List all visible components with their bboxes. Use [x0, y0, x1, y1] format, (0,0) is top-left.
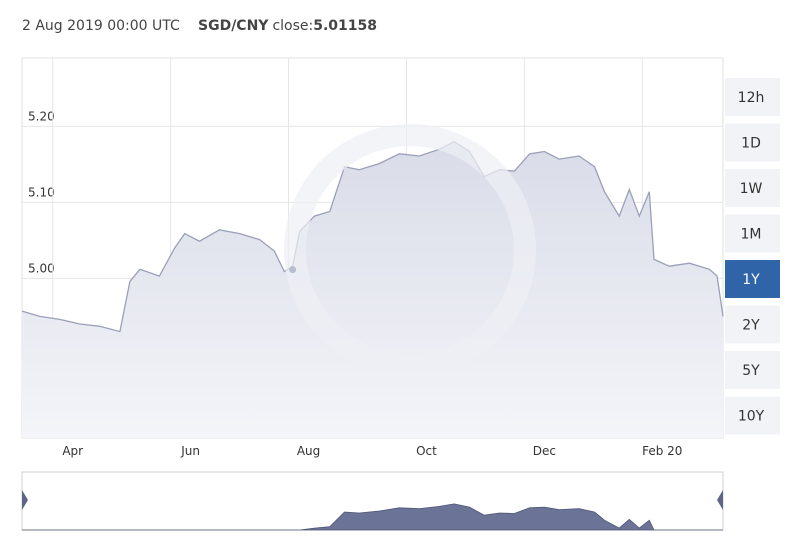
x-tick-label: Oct [416, 444, 437, 458]
button-bg [725, 396, 780, 435]
area [22, 141, 723, 438]
button-label: 2Y [742, 318, 760, 334]
button-bg [725, 305, 780, 344]
range-button[interactable]: 1W [725, 169, 780, 207]
button-bg [725, 123, 780, 162]
range-button[interactable]: 12h [725, 78, 780, 116]
button-label: 1Y [742, 272, 760, 288]
pair: SGD/CNY [198, 18, 269, 34]
range-button[interactable]: 10Y [725, 396, 780, 435]
y-tick-label: 5.20 [28, 109, 55, 123]
button-label: 5Y [742, 363, 760, 379]
x-tick-label: Apr [62, 444, 83, 458]
close-label: close: [272, 18, 313, 34]
range-button[interactable]: 2Y [725, 305, 780, 344]
header-pair: SGD/CNY close:5.01158 [198, 18, 377, 34]
range-button[interactable]: 1M [725, 214, 780, 253]
range-button[interactable]: 1D [725, 123, 780, 162]
line [21, 140, 724, 333]
button-bg [725, 78, 780, 116]
button-label: 10Y [738, 409, 765, 425]
button-label: 1D [741, 136, 761, 152]
y-tick-label: 5.00 [28, 261, 55, 275]
close-value: 5.01158 [313, 18, 377, 34]
x-tick-label: Feb 20 [642, 444, 682, 458]
button-bg [725, 351, 780, 389]
range-button[interactable]: 5Y [725, 351, 780, 389]
x-tick-label: Aug [297, 444, 320, 458]
range-button[interactable]: 1Y [725, 260, 780, 298]
y-tick-label: 5.10 [28, 185, 55, 199]
button-label: 1W [740, 181, 763, 197]
button-bg [725, 260, 780, 298]
x-tick-label: Jun [180, 444, 200, 458]
button-label: 12h [738, 90, 765, 106]
navigator-area [22, 503, 723, 531]
button-label: 1M [741, 227, 762, 243]
x-tick-label: Dec [533, 444, 556, 458]
watermark [284, 124, 536, 376]
header-date: 2 Aug 2019 00:00 UTC [22, 18, 180, 34]
button-bg [725, 214, 780, 253]
button-bg [725, 169, 780, 207]
